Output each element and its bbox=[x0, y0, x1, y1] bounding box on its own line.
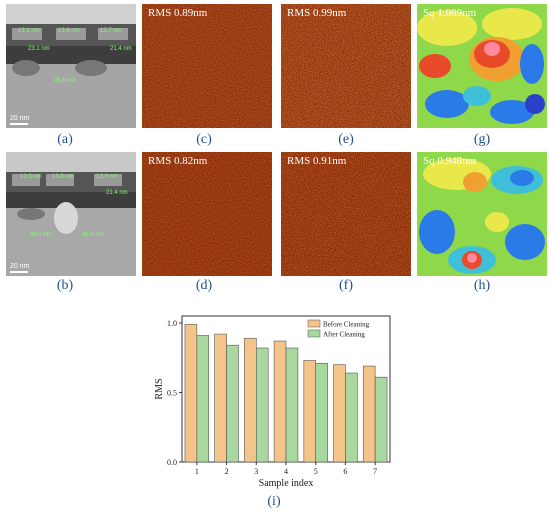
rms-bar-chart: 0.0 0.5 1.0 1 2 3 4 5 6 7 Sample index RMS Before Cl… bbox=[150, 296, 400, 492]
panel-label-i: (i) bbox=[267, 494, 281, 509]
x-tick-label: 4 bbox=[284, 467, 288, 476]
bar bbox=[244, 337, 257, 463]
y-tick-label: 0.5 bbox=[167, 388, 177, 397]
panel-label-a: (a) bbox=[57, 132, 73, 147]
x-tick-label: 3 bbox=[254, 467, 258, 476]
sq-caption: Sq 0.948nm bbox=[423, 155, 477, 167]
bar bbox=[214, 333, 227, 463]
y-tick-label: 1.0 bbox=[167, 319, 177, 328]
bar bbox=[226, 344, 239, 463]
rms-caption: RMS 0.99nm bbox=[287, 7, 347, 19]
panel-label-g: (g) bbox=[473, 132, 491, 147]
bar bbox=[333, 364, 346, 463]
measurement-label: 13.6 nm bbox=[58, 28, 80, 34]
sq-map-g: Sq 1.089nm bbox=[417, 4, 547, 128]
measurement-label: 13.0 nm bbox=[52, 174, 74, 180]
legend-swatch bbox=[307, 329, 321, 338]
bar bbox=[303, 360, 317, 463]
scale-bar: 20 nm bbox=[10, 115, 29, 125]
bar bbox=[196, 335, 210, 463]
panel-label-e: (e) bbox=[338, 132, 354, 147]
afm-image-d: RMS 0.82nm bbox=[142, 152, 272, 276]
x-tick-label: 7 bbox=[373, 467, 377, 476]
measurement-label: 23.1 nm bbox=[28, 46, 50, 52]
sq-map-h: Sq 0.948nm bbox=[417, 152, 547, 276]
tem-cross-section-a bbox=[6, 4, 136, 128]
panel-label-h: (h) bbox=[473, 278, 491, 293]
rms-caption: RMS 0.89nm bbox=[148, 7, 208, 19]
measurement-label: 12.0 nm bbox=[96, 174, 118, 180]
tem-cross-section-b bbox=[6, 152, 136, 276]
afm-texture-e bbox=[281, 4, 411, 128]
tem-image-b: 12.0 nm 13.0 nm 12.0 nm 21.4 nm 46.1 nm … bbox=[6, 152, 136, 276]
measurement-label: 21.4 nm bbox=[110, 46, 132, 52]
bar bbox=[273, 340, 287, 463]
bar bbox=[315, 362, 328, 463]
bar bbox=[285, 347, 299, 463]
scale-bar: 20 nm bbox=[10, 263, 29, 273]
afm-image-c: RMS 0.89nm bbox=[142, 4, 272, 128]
measurement-label: 13.1 nm bbox=[18, 28, 40, 34]
bar bbox=[362, 365, 376, 463]
measurement-label: 45.6 nm bbox=[54, 78, 76, 84]
x-tick-label: 1 bbox=[195, 467, 199, 476]
bar bbox=[374, 376, 388, 463]
measurement-label: 12.7 nm bbox=[100, 28, 122, 34]
panel-label-b: (b) bbox=[56, 278, 74, 293]
afm-texture-d bbox=[142, 152, 272, 276]
measurement-label: 46.1 nm bbox=[30, 232, 52, 238]
x-tick-label: 5 bbox=[314, 467, 318, 476]
sq-heatmap-g bbox=[417, 4, 547, 128]
afm-image-f: RMS 0.91nm bbox=[281, 152, 411, 276]
bar bbox=[345, 372, 358, 463]
rms-caption: RMS 0.82nm bbox=[148, 155, 208, 167]
measurement-label: 46.8 nm bbox=[82, 232, 104, 238]
y-tick-label: 0.0 bbox=[167, 458, 177, 467]
panel-label-c: (c) bbox=[196, 132, 212, 147]
sq-heatmap-h bbox=[417, 152, 547, 276]
tem-image-a: 13.1 nm 13.6 nm 12.7 nm 23.1 nm 21.4 nm … bbox=[6, 4, 136, 128]
legend-label: Before Cleaning bbox=[323, 321, 370, 329]
x-tick-label: 2 bbox=[225, 467, 229, 476]
afm-texture-f bbox=[281, 152, 411, 276]
afm-image-e: RMS 0.99nm bbox=[281, 4, 411, 128]
measurement-label: 12.0 nm bbox=[20, 174, 42, 180]
rms-caption: RMS 0.91nm bbox=[287, 155, 347, 167]
panel-label-f: (f) bbox=[339, 278, 353, 293]
chart-svg: 0.0 0.5 1.0 1 2 3 4 5 6 7 Sample index RMS Before Cl… bbox=[154, 315, 391, 489]
legend-label: After Cleaning bbox=[323, 331, 365, 339]
sq-caption: Sq 1.089nm bbox=[423, 7, 477, 19]
x-tick-label: 6 bbox=[343, 467, 347, 476]
x-axis-label: Sample index bbox=[259, 478, 314, 489]
y-axis-label: RMS bbox=[154, 378, 165, 399]
bar bbox=[255, 347, 269, 463]
afm-texture-c bbox=[142, 4, 272, 128]
legend-swatch bbox=[307, 319, 321, 328]
measurement-label: 21.4 nm bbox=[106, 190, 128, 196]
bar bbox=[184, 324, 198, 463]
panel-label-d: (d) bbox=[195, 278, 213, 293]
